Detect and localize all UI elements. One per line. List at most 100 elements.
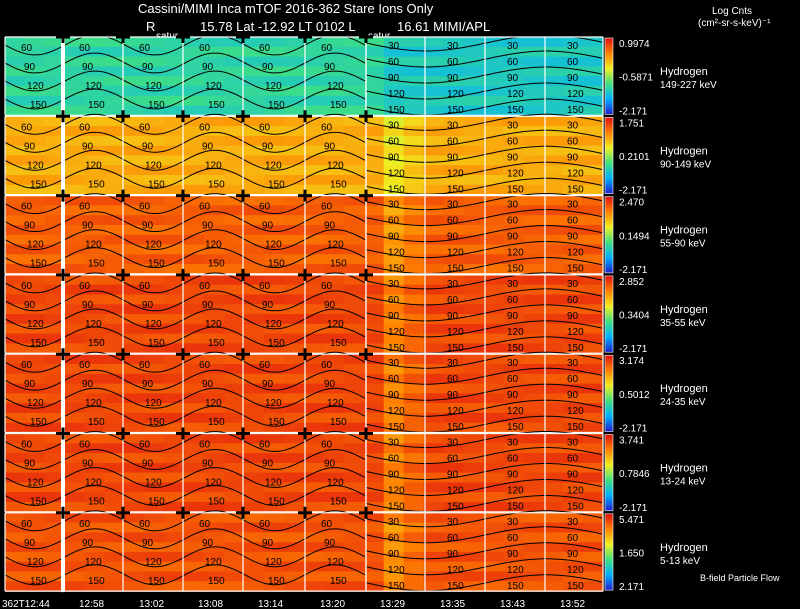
heat-cell — [463, 225, 484, 236]
contour-label: 150 — [507, 264, 524, 275]
contour-label: 150 — [388, 502, 405, 513]
contour-label: 90 — [262, 62, 274, 73]
heat-cell — [323, 333, 345, 344]
heat-cell — [443, 145, 464, 157]
contour-label: 120 — [145, 398, 162, 409]
heat-cell — [84, 76, 106, 87]
heat-cell — [543, 443, 564, 454]
heat-cell — [423, 46, 445, 58]
contour-label: 150 — [268, 576, 285, 587]
heat-cell — [84, 66, 106, 77]
contour-label: 90 — [24, 379, 36, 390]
heat-cell — [5, 343, 26, 354]
contour-label: 150 — [208, 179, 225, 190]
heat-cell — [164, 492, 185, 503]
heat-cell — [543, 184, 564, 196]
heat-cell — [383, 512, 405, 524]
contour-label: 30 — [447, 279, 459, 290]
heat-cell — [64, 234, 86, 246]
heat-cell — [44, 443, 66, 454]
colorbar-min-label: -2.171 — [619, 186, 648, 197]
heat-cell — [44, 581, 66, 592]
heat-cell — [403, 37, 425, 48]
heat-cell — [383, 383, 405, 394]
contour-line — [365, 241, 603, 259]
heat-cell — [363, 532, 385, 543]
species-label: Hydrogen — [660, 383, 708, 395]
heat-cell — [483, 264, 504, 275]
heat-cell — [5, 403, 26, 414]
heat-cell — [583, 225, 604, 236]
heat-cell — [583, 46, 604, 58]
heat-cell — [583, 175, 604, 186]
heat-cell — [144, 422, 165, 434]
heat-cell — [264, 95, 285, 107]
contour-line — [365, 50, 603, 68]
contour-label: 120 — [145, 160, 162, 171]
heat-cell — [383, 85, 405, 97]
contour-label: 60 — [79, 281, 91, 292]
heat-cell — [224, 522, 245, 533]
heat-cell — [483, 571, 504, 582]
heat-cell — [84, 422, 106, 434]
heat-cell — [403, 95, 425, 107]
heat-cell — [304, 76, 325, 87]
heat-cell — [463, 264, 484, 275]
heat-cell — [284, 403, 305, 414]
contour-label: 30 — [388, 41, 400, 52]
heat-cell — [483, 373, 504, 385]
heat-cell — [363, 364, 385, 375]
heat-cell — [124, 502, 146, 513]
heat-cell — [164, 274, 185, 286]
heat-cell — [323, 343, 345, 354]
contour-label: 60 — [79, 122, 91, 133]
heat-cell — [543, 433, 564, 444]
contour-label: 60 — [567, 374, 579, 385]
contour-label: 150 — [148, 417, 165, 428]
flow-legend: B-field Particle Flow — [700, 573, 780, 583]
heat-cell — [144, 46, 165, 58]
heat-cell — [184, 462, 205, 474]
heat-cell — [304, 254, 325, 265]
heat-cell — [363, 294, 385, 305]
heat-cell — [204, 76, 225, 87]
heat-cell — [523, 195, 544, 206]
heat-cell — [5, 502, 26, 513]
heat-cell — [104, 165, 126, 176]
contour-label: 120 — [388, 248, 405, 259]
contour-label: 30 — [447, 517, 459, 528]
heat-cell — [144, 225, 165, 236]
heat-cell — [124, 76, 146, 87]
heat-cell — [164, 105, 185, 116]
heat-cell — [284, 76, 305, 87]
heat-cell — [403, 383, 425, 394]
heat-cell — [64, 492, 86, 503]
heat-cell — [523, 37, 544, 48]
heat-cell — [84, 294, 106, 305]
heat-cell — [64, 244, 86, 255]
contour-label: 30 — [567, 358, 579, 369]
heat-cell — [184, 234, 205, 246]
heat-cell — [383, 205, 405, 216]
contour-label: 90 — [507, 390, 519, 401]
heat-cell — [284, 462, 305, 474]
heat-cell — [343, 412, 365, 424]
heat-cell — [264, 433, 285, 444]
contour-label: 60 — [321, 519, 333, 530]
heat-cell — [184, 571, 205, 582]
heat-cell — [503, 304, 524, 315]
contour-label: 120 — [388, 168, 405, 179]
heat-cell — [144, 284, 165, 296]
heat-cell — [483, 551, 504, 563]
heat-cell — [184, 85, 205, 97]
heat-cell — [503, 462, 524, 474]
heat-cell — [64, 85, 86, 97]
contour-label: 150 — [388, 581, 405, 592]
heat-cell — [24, 105, 46, 116]
heat-cell — [84, 323, 106, 335]
heat-cell — [144, 571, 165, 582]
heat-cell — [164, 234, 185, 246]
heat-cell — [244, 482, 265, 493]
contour-label: 60 — [21, 519, 33, 530]
heat-cell — [5, 135, 26, 147]
